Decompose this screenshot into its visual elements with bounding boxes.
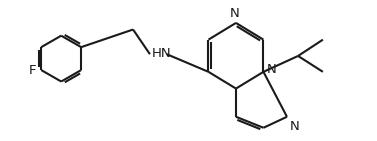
Text: N: N (267, 63, 277, 76)
Text: N: N (230, 7, 239, 20)
Text: N: N (290, 120, 299, 133)
Text: HN: HN (152, 47, 172, 60)
Text: F: F (28, 64, 36, 77)
